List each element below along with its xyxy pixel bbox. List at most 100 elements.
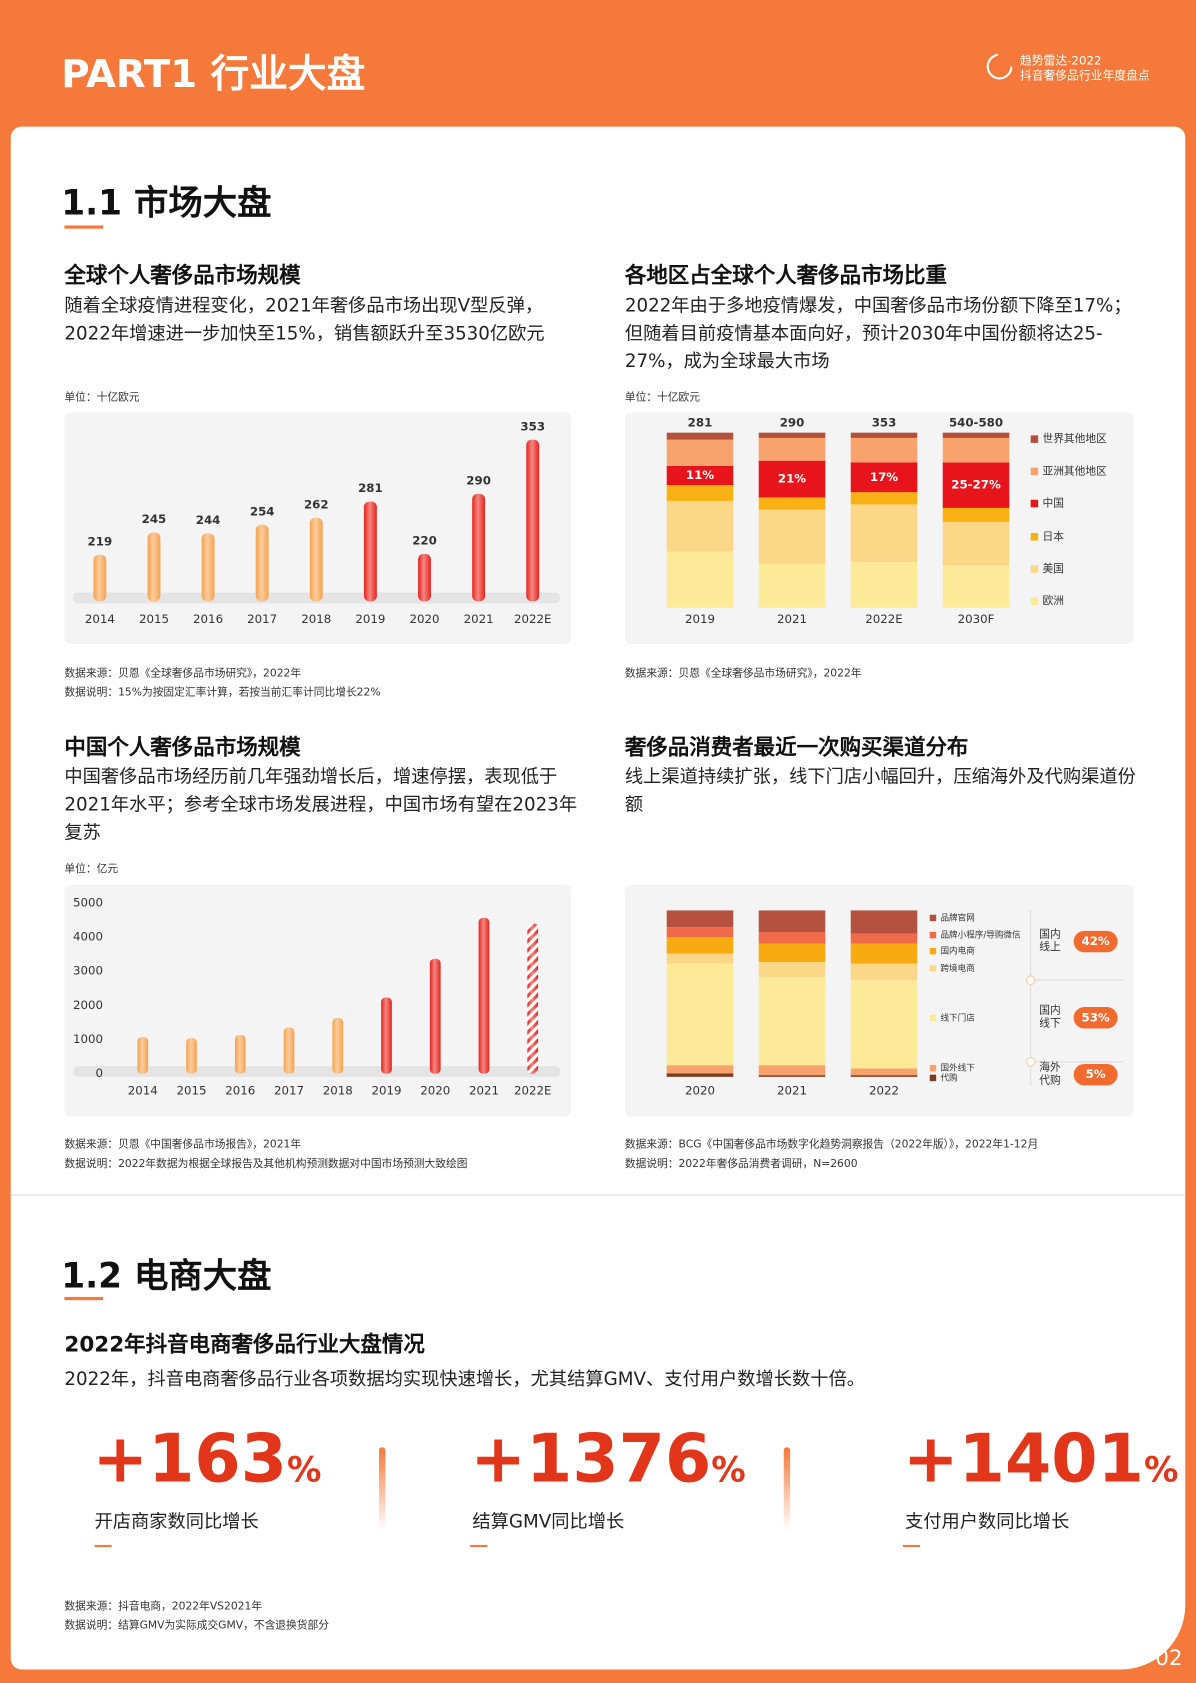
stat-number: +1376 bbox=[470, 1419, 712, 1498]
y-tick-label: 2000 bbox=[73, 998, 103, 1012]
bar-shine bbox=[418, 553, 431, 602]
bar-segment bbox=[758, 932, 826, 944]
legend-label: 代购 bbox=[940, 1071, 957, 1083]
group-value: 53% bbox=[1081, 1010, 1109, 1024]
stat-number: +163 bbox=[92, 1419, 288, 1498]
value-label: 11% bbox=[686, 468, 714, 482]
source-note: 数据说明：2022年奢侈品消费者调研，N=2600 bbox=[624, 1158, 858, 1171]
legend-swatch bbox=[1030, 467, 1039, 476]
group-label: 国内线下 bbox=[1039, 1004, 1061, 1030]
brand-line: 趋势雷达-2022 bbox=[1019, 53, 1102, 68]
legend-label: 亚洲其他地区 bbox=[1042, 464, 1107, 477]
stat-value: +1376% bbox=[470, 1419, 745, 1497]
bar-segment bbox=[758, 962, 826, 977]
stat-separator bbox=[378, 1447, 386, 1531]
stat-unit: % bbox=[287, 1449, 322, 1491]
legend-label: 国外线下 bbox=[940, 1062, 975, 1074]
section-heading: 2022年抖音电商奢侈品行业大盘情况 bbox=[64, 1331, 425, 1358]
bar-shine bbox=[186, 1038, 197, 1074]
legend-swatch bbox=[929, 1014, 937, 1022]
bar-shine bbox=[137, 1037, 149, 1074]
x-tick-label: 2019 bbox=[685, 612, 715, 626]
x-tick-label: 2019 bbox=[355, 612, 385, 626]
bar-shine bbox=[147, 532, 161, 602]
value-label: 21% bbox=[778, 472, 806, 486]
bar-segment bbox=[850, 963, 918, 981]
bar-shine bbox=[381, 997, 392, 1074]
bar-shine bbox=[309, 517, 323, 602]
bar-segment bbox=[850, 910, 918, 934]
legend-label: 日本 bbox=[1042, 530, 1064, 543]
group-value: 42% bbox=[1081, 934, 1109, 948]
bar-shine bbox=[93, 554, 107, 602]
chart-description: 线上渠道持续扩张，线下门店小幅回升，压缩海外及代购渠道份额 bbox=[624, 766, 1136, 816]
bar-segment bbox=[666, 500, 734, 552]
value-label: 17% bbox=[870, 470, 898, 484]
stat-unit: % bbox=[711, 1449, 746, 1491]
bar-segment bbox=[850, 1068, 918, 1076]
source-note: 数据来源：BCG《中国奢侈品市场数字化趋势洞察报告（2022年版）》，2022年… bbox=[624, 1139, 1039, 1151]
y-tick-label: 5000 bbox=[73, 895, 103, 909]
legend-swatch bbox=[1030, 533, 1039, 541]
x-tick-label: 2022E bbox=[514, 1083, 551, 1097]
bar-segment bbox=[942, 565, 1010, 608]
bar-segment bbox=[666, 1065, 734, 1074]
unit-label: 单位：十亿欧元 bbox=[624, 391, 700, 404]
brand-line: 抖音奢侈品行业年度盘点 bbox=[1019, 68, 1150, 83]
bar-segment bbox=[758, 943, 826, 963]
source-note: 数据说明：结算GMV为实际成交GMV，不含退换货部分 bbox=[64, 1620, 329, 1632]
bar-segment bbox=[758, 497, 826, 510]
bar-segment bbox=[850, 432, 918, 438]
bar-segment bbox=[942, 507, 1010, 522]
value-label: 245 bbox=[142, 512, 167, 526]
stat-value: +1401% bbox=[903, 1419, 1178, 1497]
value-label: 353 bbox=[520, 419, 545, 433]
bar-segment bbox=[758, 1075, 826, 1077]
legend-label: 品牌小程序/导购微信 bbox=[940, 929, 1021, 941]
bar-segment bbox=[666, 432, 734, 440]
x-tick-label: 2030F bbox=[958, 612, 995, 626]
total-label: 353 bbox=[872, 416, 897, 430]
title-underline bbox=[64, 1296, 104, 1301]
source-note: 数据说明：2022年数据为根据全球报告及其他机构预测数据对中国市场预测大致绘图 bbox=[64, 1158, 468, 1171]
bar-segment bbox=[758, 1065, 826, 1076]
legend-swatch bbox=[1030, 597, 1039, 605]
group-pill bbox=[1073, 1007, 1118, 1029]
bar-shine bbox=[478, 917, 490, 1074]
bar-shine bbox=[283, 1027, 295, 1074]
bar-shine bbox=[201, 533, 215, 602]
chart-panel bbox=[64, 884, 572, 1117]
stat-value: +163% bbox=[92, 1419, 321, 1497]
x-tick-label: 2017 bbox=[247, 612, 277, 626]
value-label: 281 bbox=[358, 481, 383, 495]
group-dot bbox=[1025, 975, 1036, 986]
section-title: 1.1 市场大盘 bbox=[61, 182, 272, 224]
stat-number: +1401 bbox=[902, 1419, 1144, 1498]
legend-label: 国内电商 bbox=[940, 945, 975, 957]
legend-label: 美国 bbox=[1042, 562, 1063, 575]
value-label: 220 bbox=[412, 534, 437, 548]
x-tick-label: 2015 bbox=[139, 612, 169, 626]
stat-underline bbox=[94, 1544, 112, 1548]
bar-segment bbox=[666, 465, 734, 486]
x-tick-label: 2014 bbox=[85, 612, 115, 626]
bar-segment bbox=[666, 910, 734, 928]
bar-segment bbox=[942, 521, 1010, 566]
bar-shine bbox=[363, 501, 377, 602]
group-dot bbox=[1025, 1056, 1036, 1067]
x-tick-label: 2018 bbox=[323, 1083, 353, 1097]
bar-segment bbox=[666, 937, 734, 954]
stat-unit: % bbox=[1143, 1449, 1179, 1491]
bar-segment bbox=[666, 963, 734, 1066]
bar-segment bbox=[758, 563, 826, 608]
x-tick-label: 2021 bbox=[464, 612, 494, 626]
legend-swatch bbox=[1030, 499, 1039, 508]
bar-shine bbox=[429, 958, 441, 1074]
x-tick-label: 2022E bbox=[865, 612, 902, 626]
legend-label: 欧洲 bbox=[1042, 594, 1063, 607]
y-tick-label: 4000 bbox=[73, 930, 103, 944]
bar-segment bbox=[758, 976, 826, 1066]
stat-label: 开店商家数同比增长 bbox=[94, 1511, 259, 1534]
bar-segment bbox=[850, 462, 918, 493]
